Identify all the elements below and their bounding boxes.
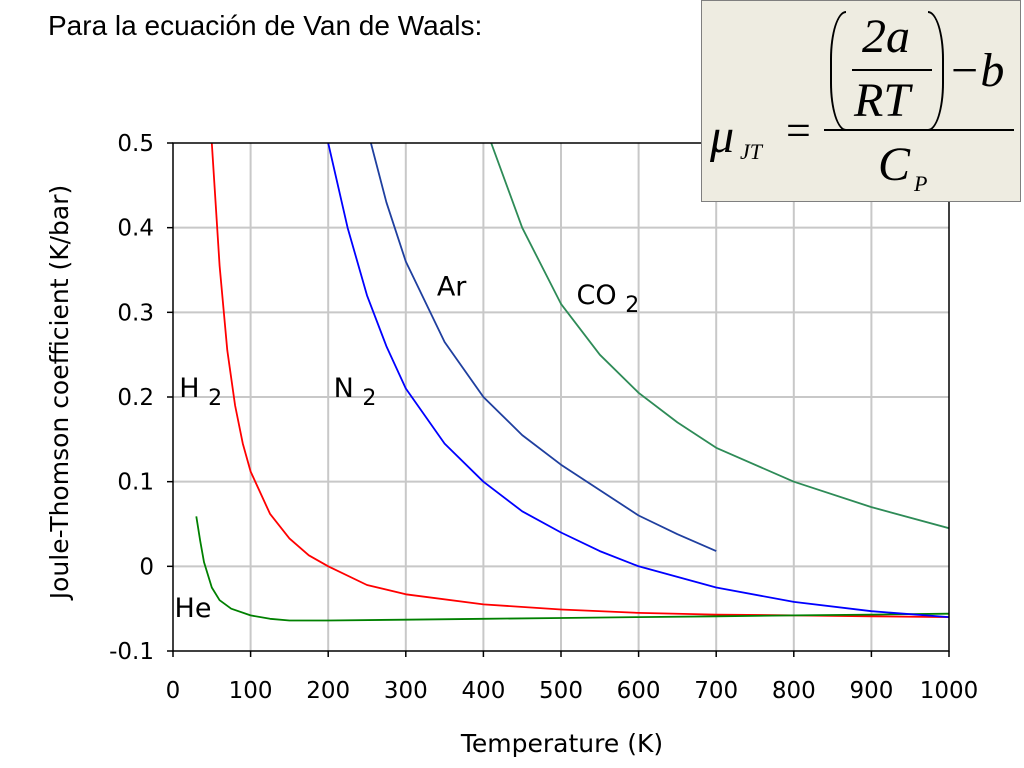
x-tick-label: 1000 (920, 678, 979, 704)
x-tick-label: 600 (617, 678, 661, 704)
x-tick-label: 900 (849, 678, 893, 704)
series-line-h2 (210, 143, 949, 618)
series-line-he (195, 516, 949, 622)
formula-left-paren (830, 11, 846, 131)
formula-cp: C (878, 138, 911, 191)
y-tick-label: 0.5 (117, 131, 154, 157)
formula-mu: μ (710, 110, 735, 163)
formula-box: μ JT = 2a RT −b C P (701, 0, 1021, 202)
formula-mu-subscript: JT (740, 139, 762, 164)
x-tick-label: 300 (384, 678, 428, 704)
y-tick-label: 0.3 (117, 300, 154, 326)
formula-equals: = (786, 106, 811, 155)
formula-inner-fraction-bar (852, 69, 932, 71)
formula-minus-b: −b (948, 44, 1005, 97)
y-tick-label: 0.1 (117, 470, 154, 496)
series-line-ar (370, 143, 717, 552)
x-axis-title: Temperature (K) (460, 729, 663, 758)
x-tick-label: 0 (166, 678, 181, 704)
formula-cp-subscript: P (914, 171, 928, 196)
series-label-he: He (175, 593, 212, 624)
y-tick-label: 0.4 (117, 216, 154, 242)
series-label-subscript: 2 (208, 386, 222, 411)
series-line-n2 (327, 143, 949, 618)
x-tick-label: 400 (461, 678, 505, 704)
y-tick-label: 0.2 (117, 385, 154, 411)
y-tick-label: 0 (139, 554, 154, 580)
formula-right-paren (928, 11, 944, 131)
x-tick-label: 500 (539, 678, 583, 704)
x-tick-label: 700 (694, 678, 738, 704)
y-axis-title: Joule-Thomson coefficient (K/bar) (45, 185, 74, 602)
formula-numerator-2a: 2a (862, 10, 910, 63)
series-line-co2 (490, 143, 949, 530)
series-label-subscript: 2 (362, 386, 376, 411)
x-tick-label: 200 (306, 678, 350, 704)
y-tick-label: -0.1 (109, 639, 154, 665)
series-label-subscript: 2 (625, 293, 639, 318)
slide-title: Para la ecuación de Van de Waals: (48, 10, 483, 41)
x-tick-label: 100 (229, 678, 273, 704)
series-label-ar: Ar (437, 271, 467, 302)
formula-denominator-rt: RT (854, 74, 911, 127)
x-tick-label: 800 (772, 678, 816, 704)
formula-main-fraction-bar (824, 129, 1014, 131)
